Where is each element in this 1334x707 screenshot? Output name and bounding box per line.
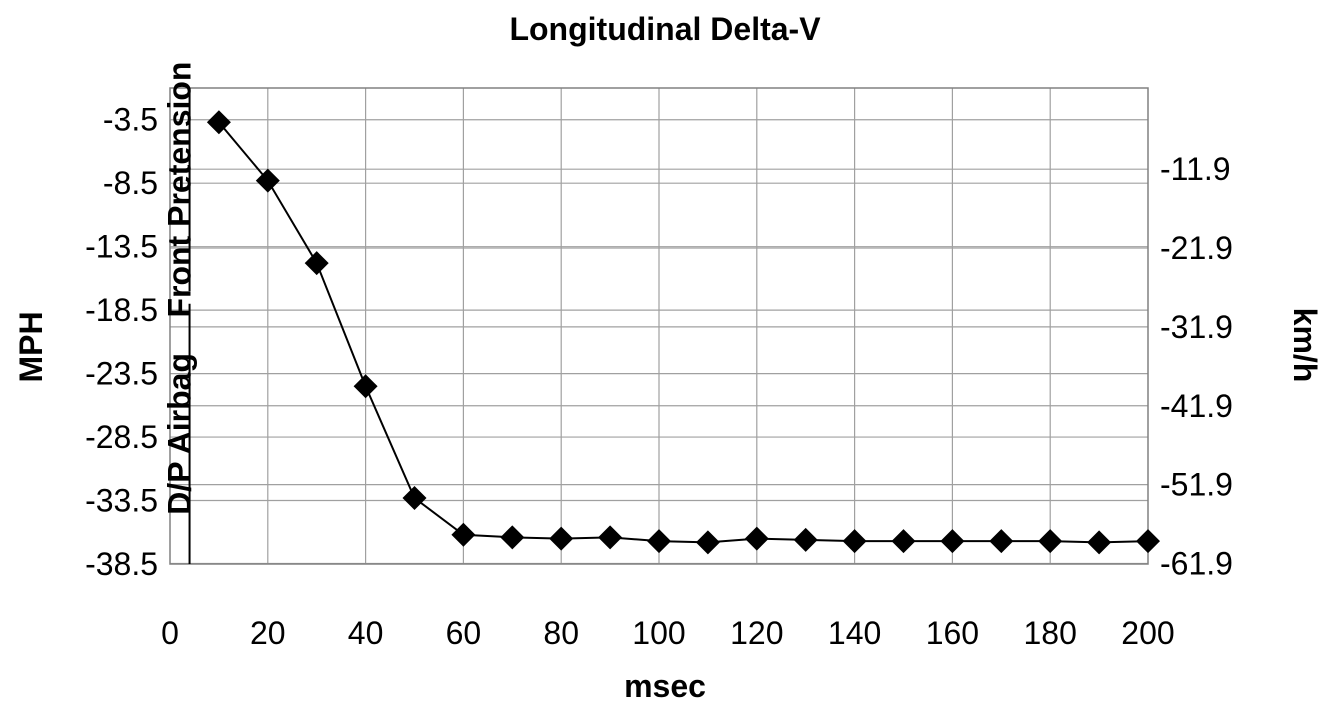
- data-point-diamond: [353, 374, 378, 399]
- chart-title: Longitudinal Delta-V: [509, 11, 821, 47]
- data-point-diamond: [304, 251, 329, 276]
- y-tick-label: -13.5: [85, 229, 158, 265]
- x-axis-title: msec: [624, 668, 706, 704]
- data-point-diamond: [206, 110, 231, 135]
- x-tick-label: 100: [632, 615, 685, 651]
- data-point-diamond: [1136, 529, 1160, 554]
- event-label: Front Pretension: [162, 62, 198, 318]
- y2-tick-label: -21.9: [1160, 230, 1233, 266]
- x-tick-label: 0: [161, 615, 179, 651]
- data-point-diamond: [989, 529, 1014, 554]
- y2-tick-label: -51.9: [1160, 467, 1233, 503]
- y-axis-ticks: -3.5 -8.5 -13.5 -18.5 -23.5 -28.5 -33.5 -38.5: [85, 102, 158, 582]
- y-tick-label: -3.5: [103, 102, 158, 138]
- data-point-diamond: [402, 485, 427, 510]
- data-point-diamond: [793, 527, 818, 552]
- y-tick-label: -23.5: [85, 356, 158, 392]
- y2-tick-label: -61.9: [1160, 546, 1233, 582]
- x-tick-label: 120: [730, 615, 783, 651]
- data-point-diamond: [255, 168, 280, 193]
- data-point-diamond: [940, 529, 965, 554]
- y2-axis-title: km/h: [1287, 308, 1323, 383]
- x-axis-ticks: 0 20 40 60 80 100 120 140 160 180 200: [161, 615, 1175, 651]
- y-tick-label: -8.5: [103, 165, 158, 201]
- x-tick-label: 200: [1121, 615, 1174, 651]
- x-tick-label: 40: [348, 615, 384, 651]
- data-point-diamond: [1087, 530, 1112, 555]
- y-tick-label: -38.5: [85, 546, 158, 582]
- data-point-diamond: [695, 530, 720, 555]
- y2-axis-ticks: -11.9 -21.9 -31.9 -41.9 -51.9 -61.9: [1160, 151, 1233, 581]
- plot-area: [169, 87, 1149, 565]
- data-point-diamond: [549, 526, 574, 551]
- data-points: [206, 110, 1160, 555]
- data-point-diamond: [744, 526, 769, 551]
- data-point-diamond: [500, 525, 525, 550]
- x-tick-label: 60: [446, 615, 482, 651]
- data-point-diamond: [842, 529, 867, 554]
- y-tick-label: -18.5: [85, 292, 158, 328]
- x-tick-label: 80: [543, 615, 579, 651]
- y-tick-label: -28.5: [85, 419, 158, 455]
- series-line: [218, 121, 1149, 544]
- x-tick-label: 160: [926, 615, 979, 651]
- data-point-diamond: [1038, 529, 1063, 554]
- x-tick-label: 20: [250, 615, 286, 651]
- y-tick-label: -33.5: [85, 483, 158, 519]
- data-point-diamond: [451, 522, 476, 547]
- data-point-diamond: [891, 529, 916, 554]
- y-axis-title: MPH: [13, 311, 49, 382]
- x-tick-label: 180: [1024, 615, 1077, 651]
- series-polyline: [218, 121, 1149, 544]
- gridlines: [170, 88, 1148, 565]
- y2-tick-label: -31.9: [1160, 309, 1233, 345]
- data-point-diamond: [598, 525, 623, 550]
- y2-tick-label: -41.9: [1160, 388, 1233, 424]
- data-point-diamond: [647, 529, 671, 554]
- x-tick-label: 140: [828, 615, 881, 651]
- event-markers: Front Pretension D/P Airbag: [162, 62, 198, 564]
- event-label: D/P Airbag: [162, 353, 198, 515]
- y2-tick-label: -11.9: [1160, 151, 1231, 187]
